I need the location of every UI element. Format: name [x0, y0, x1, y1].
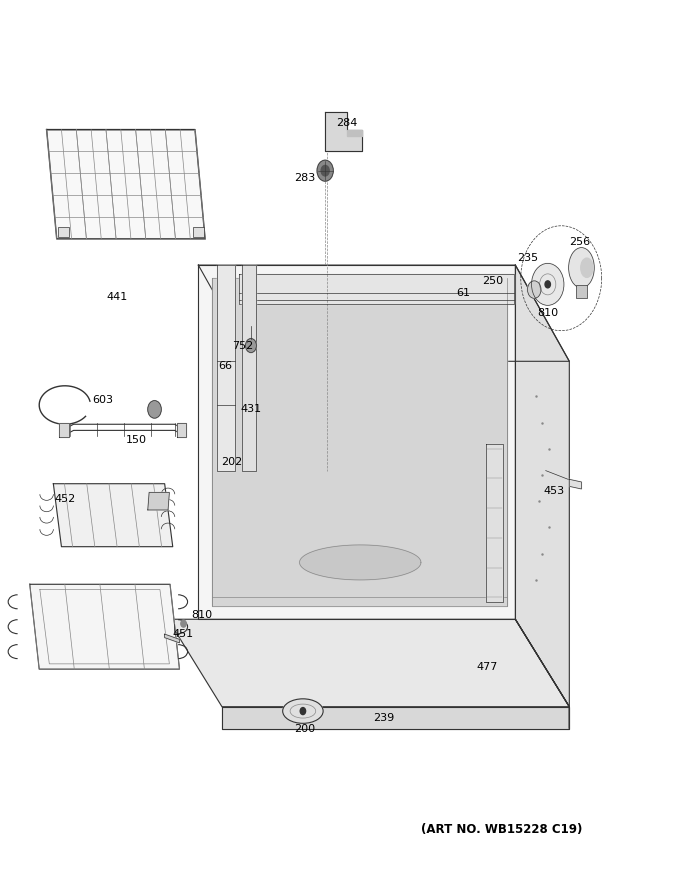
Polygon shape — [217, 265, 235, 471]
Polygon shape — [239, 274, 514, 304]
Polygon shape — [515, 620, 569, 729]
Polygon shape — [177, 422, 186, 437]
Polygon shape — [199, 265, 569, 362]
Circle shape — [181, 620, 186, 627]
Polygon shape — [569, 480, 581, 489]
Text: 250: 250 — [483, 275, 504, 286]
Polygon shape — [486, 444, 503, 602]
Polygon shape — [30, 584, 180, 669]
Bar — [576, 285, 587, 298]
Circle shape — [532, 263, 564, 305]
Text: 283: 283 — [294, 172, 316, 183]
Text: 452: 452 — [54, 495, 75, 504]
Circle shape — [317, 160, 333, 181]
Text: 239: 239 — [373, 713, 394, 723]
Text: 810: 810 — [191, 610, 212, 620]
Bar — [58, 227, 69, 237]
Text: 200: 200 — [294, 723, 316, 734]
Text: 284: 284 — [336, 119, 358, 128]
Polygon shape — [53, 484, 173, 546]
Text: 256: 256 — [569, 237, 590, 246]
Polygon shape — [148, 493, 169, 510]
Polygon shape — [515, 265, 569, 707]
Polygon shape — [165, 634, 180, 643]
Polygon shape — [212, 278, 507, 606]
Polygon shape — [199, 265, 515, 620]
Text: 235: 235 — [517, 253, 538, 263]
Circle shape — [528, 281, 541, 298]
Text: 453: 453 — [544, 486, 565, 495]
Text: 202: 202 — [222, 457, 243, 467]
Polygon shape — [325, 112, 362, 151]
Text: 431: 431 — [241, 405, 262, 414]
Polygon shape — [222, 707, 569, 729]
Bar — [193, 227, 204, 237]
Ellipse shape — [581, 258, 593, 277]
Circle shape — [300, 708, 305, 715]
Text: 441: 441 — [107, 291, 128, 302]
Circle shape — [545, 281, 550, 288]
Text: (ART NO. WB15228 C19): (ART NO. WB15228 C19) — [421, 823, 583, 836]
Polygon shape — [168, 620, 569, 707]
Ellipse shape — [568, 247, 594, 288]
Text: 810: 810 — [537, 308, 558, 319]
Text: 150: 150 — [126, 435, 147, 445]
Circle shape — [321, 165, 329, 176]
Polygon shape — [47, 129, 205, 238]
Ellipse shape — [283, 699, 323, 723]
Text: 66: 66 — [218, 361, 233, 370]
Text: 603: 603 — [92, 395, 113, 405]
Polygon shape — [347, 129, 362, 136]
Circle shape — [148, 400, 161, 418]
Polygon shape — [59, 422, 69, 437]
Text: 752: 752 — [233, 341, 254, 350]
Text: 61: 61 — [456, 288, 471, 298]
Circle shape — [245, 339, 256, 353]
Polygon shape — [300, 545, 421, 580]
Text: 477: 477 — [477, 663, 498, 672]
Text: 451: 451 — [172, 629, 193, 639]
Polygon shape — [242, 265, 256, 471]
